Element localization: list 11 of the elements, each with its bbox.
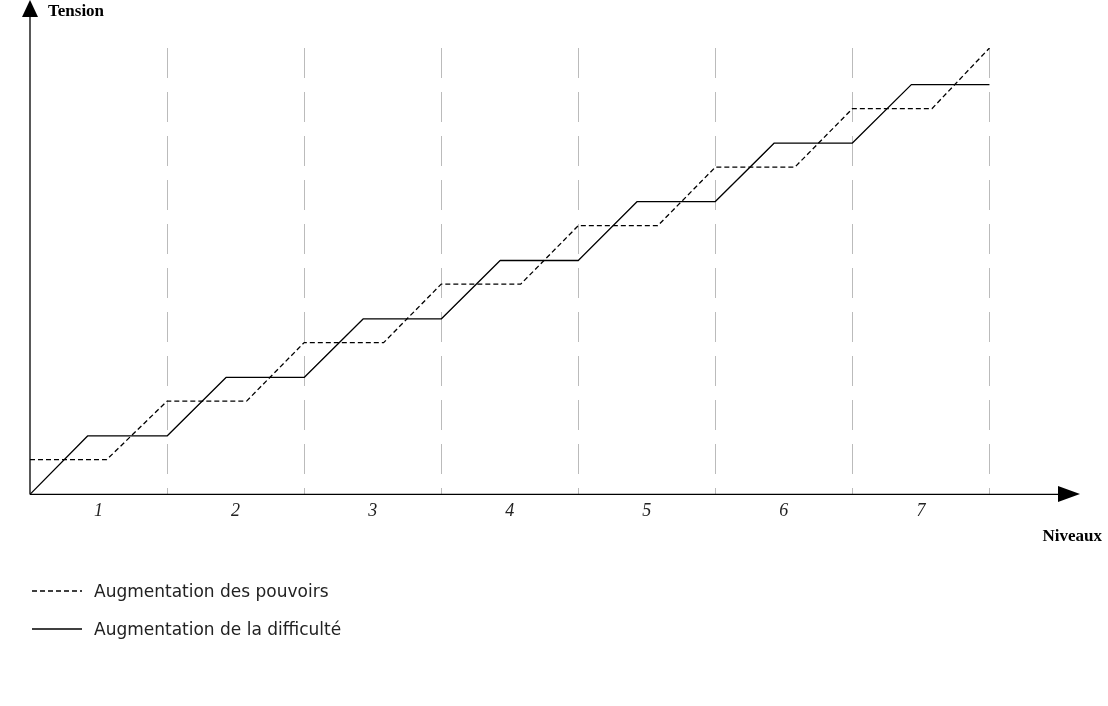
x-tick-label: 7 [916,499,927,520]
x-tick-label: 2 [231,499,241,520]
y-axis-title: Tension [48,1,105,21]
legend-label: Augmentation de la difficulté [94,619,342,639]
x-tick-label: 6 [779,499,789,520]
x-tick-label: 3 [367,499,378,520]
x-axis-title: Niveaux [1042,525,1103,545]
x-tick-label: 4 [505,499,515,520]
x-tick-label: 1 [94,499,104,520]
x-tick-label: 5 [642,499,652,520]
legend-label: Augmentation des pouvoirs [94,581,329,601]
